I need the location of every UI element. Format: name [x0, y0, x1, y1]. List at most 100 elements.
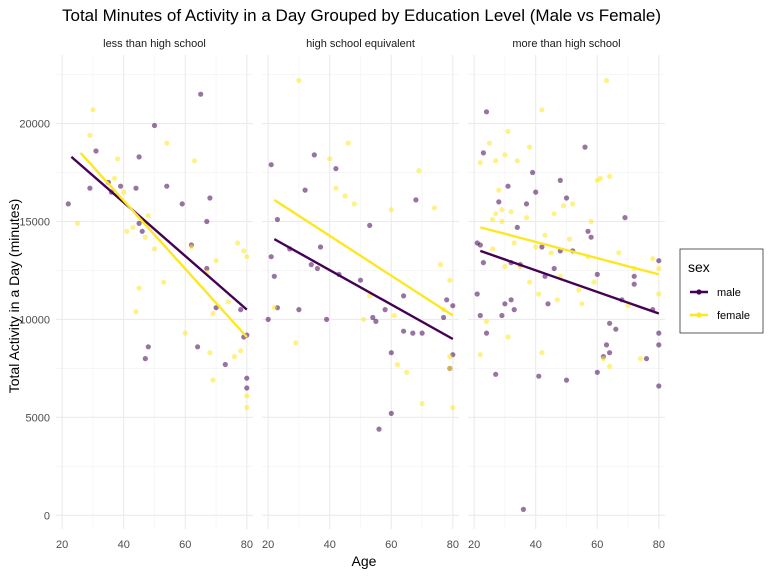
data-point-female — [130, 224, 136, 230]
data-point-male — [656, 342, 662, 348]
data-point-male — [164, 183, 170, 189]
data-point-female — [342, 193, 348, 199]
data-point-female — [437, 262, 444, 268]
y-tick-label: 15000 — [19, 216, 50, 228]
data-point-female — [121, 189, 127, 195]
data-point-female — [188, 244, 194, 250]
data-point-male — [204, 218, 210, 225]
data-point-male — [450, 303, 456, 309]
facet-panel: high school equivalent 20 40 60 80 — [262, 38, 459, 551]
data-point-male — [545, 301, 551, 307]
data-point-male — [145, 344, 151, 350]
data-point-female — [597, 175, 604, 181]
data-point-female — [616, 250, 622, 256]
data-point-male — [480, 150, 486, 156]
data-point-male — [271, 273, 277, 279]
data-point-male — [656, 330, 662, 336]
data-point-female — [431, 205, 437, 211]
y-tick-label: 0 — [44, 510, 50, 522]
data-point-male — [268, 162, 274, 168]
x-tick-label: 80 — [653, 539, 665, 551]
data-point-male — [311, 152, 317, 158]
data-point-female — [607, 363, 613, 369]
data-point-male — [603, 342, 610, 348]
data-point-male — [496, 199, 502, 205]
series-male-points — [265, 152, 456, 432]
legend-key-point — [696, 289, 702, 295]
data-point-male — [65, 201, 71, 207]
data-point-female — [225, 299, 231, 305]
data-point-male — [643, 356, 650, 362]
data-point-male — [413, 197, 419, 203]
x-tick-label: 40 — [530, 539, 542, 551]
x-tick-label: 80 — [447, 539, 459, 551]
data-point-female — [293, 340, 299, 346]
data-point-male — [296, 307, 302, 313]
trend-line-male — [70, 155, 248, 311]
data-point-female — [447, 354, 453, 360]
trend-line-female — [480, 226, 660, 276]
panel-gridlines — [56, 55, 253, 529]
data-point-male — [388, 410, 394, 416]
data-point-male — [480, 260, 486, 266]
trend-line-female — [273, 198, 454, 317]
data-point-female — [145, 213, 151, 219]
data-point-female — [238, 348, 244, 354]
chart-title: Total Minutes of Activity in a Day Group… — [62, 6, 661, 25]
data-point-male — [520, 506, 527, 512]
legend-entry-male: male — [690, 287, 741, 299]
data-point-male — [195, 344, 201, 350]
data-point-male — [87, 185, 93, 191]
y-tick-label: 20000 — [19, 119, 50, 131]
x-tick-label: 40 — [324, 539, 336, 551]
legend-entry-female: female — [690, 310, 750, 322]
data-point-male — [118, 183, 124, 189]
data-point-female — [523, 215, 530, 221]
data-point-female — [570, 201, 576, 207]
x-tick-label: 60 — [179, 539, 191, 551]
series-female-points — [271, 77, 456, 411]
data-point-female — [579, 301, 585, 307]
data-point-male — [333, 166, 339, 172]
data-point-male — [477, 312, 483, 319]
data-point-female — [508, 209, 514, 215]
data-point-female — [87, 132, 93, 138]
data-point-female — [151, 246, 158, 252]
data-point-male — [198, 91, 204, 97]
data-point-female — [499, 207, 505, 213]
data-point-female — [416, 168, 422, 174]
data-point-male — [483, 109, 490, 115]
panel-gridlines — [262, 55, 459, 529]
data-point-female — [361, 316, 367, 322]
data-point-male — [324, 316, 330, 322]
data-point-female — [493, 211, 499, 217]
data-point-male — [376, 426, 382, 432]
data-point-female — [161, 279, 167, 285]
data-point-male — [373, 318, 379, 324]
data-point-female — [115, 156, 121, 162]
data-point-female — [576, 287, 582, 293]
data-point-female — [394, 361, 400, 368]
data-point-female — [548, 250, 554, 256]
data-point-male — [204, 265, 210, 272]
data-point-male — [357, 277, 364, 283]
data-point-male — [514, 224, 520, 230]
data-point-female — [527, 144, 533, 150]
data-point-female — [502, 263, 508, 270]
data-point-female — [419, 401, 425, 407]
data-point-male — [142, 356, 148, 362]
data-point-male — [444, 297, 450, 303]
data-point-male — [631, 273, 637, 279]
facet-panel: more than high school 20 40 60 80 — [468, 38, 665, 551]
trend-line-male — [479, 249, 660, 315]
data-point-female — [142, 234, 148, 240]
data-point-female — [327, 156, 333, 162]
data-point-female — [477, 352, 483, 358]
data-point-female — [539, 350, 545, 356]
data-point-male — [585, 228, 591, 234]
data-point-female — [607, 173, 613, 179]
trend-line-male — [273, 238, 454, 341]
data-point-male — [508, 297, 514, 303]
data-point-male — [410, 330, 416, 336]
